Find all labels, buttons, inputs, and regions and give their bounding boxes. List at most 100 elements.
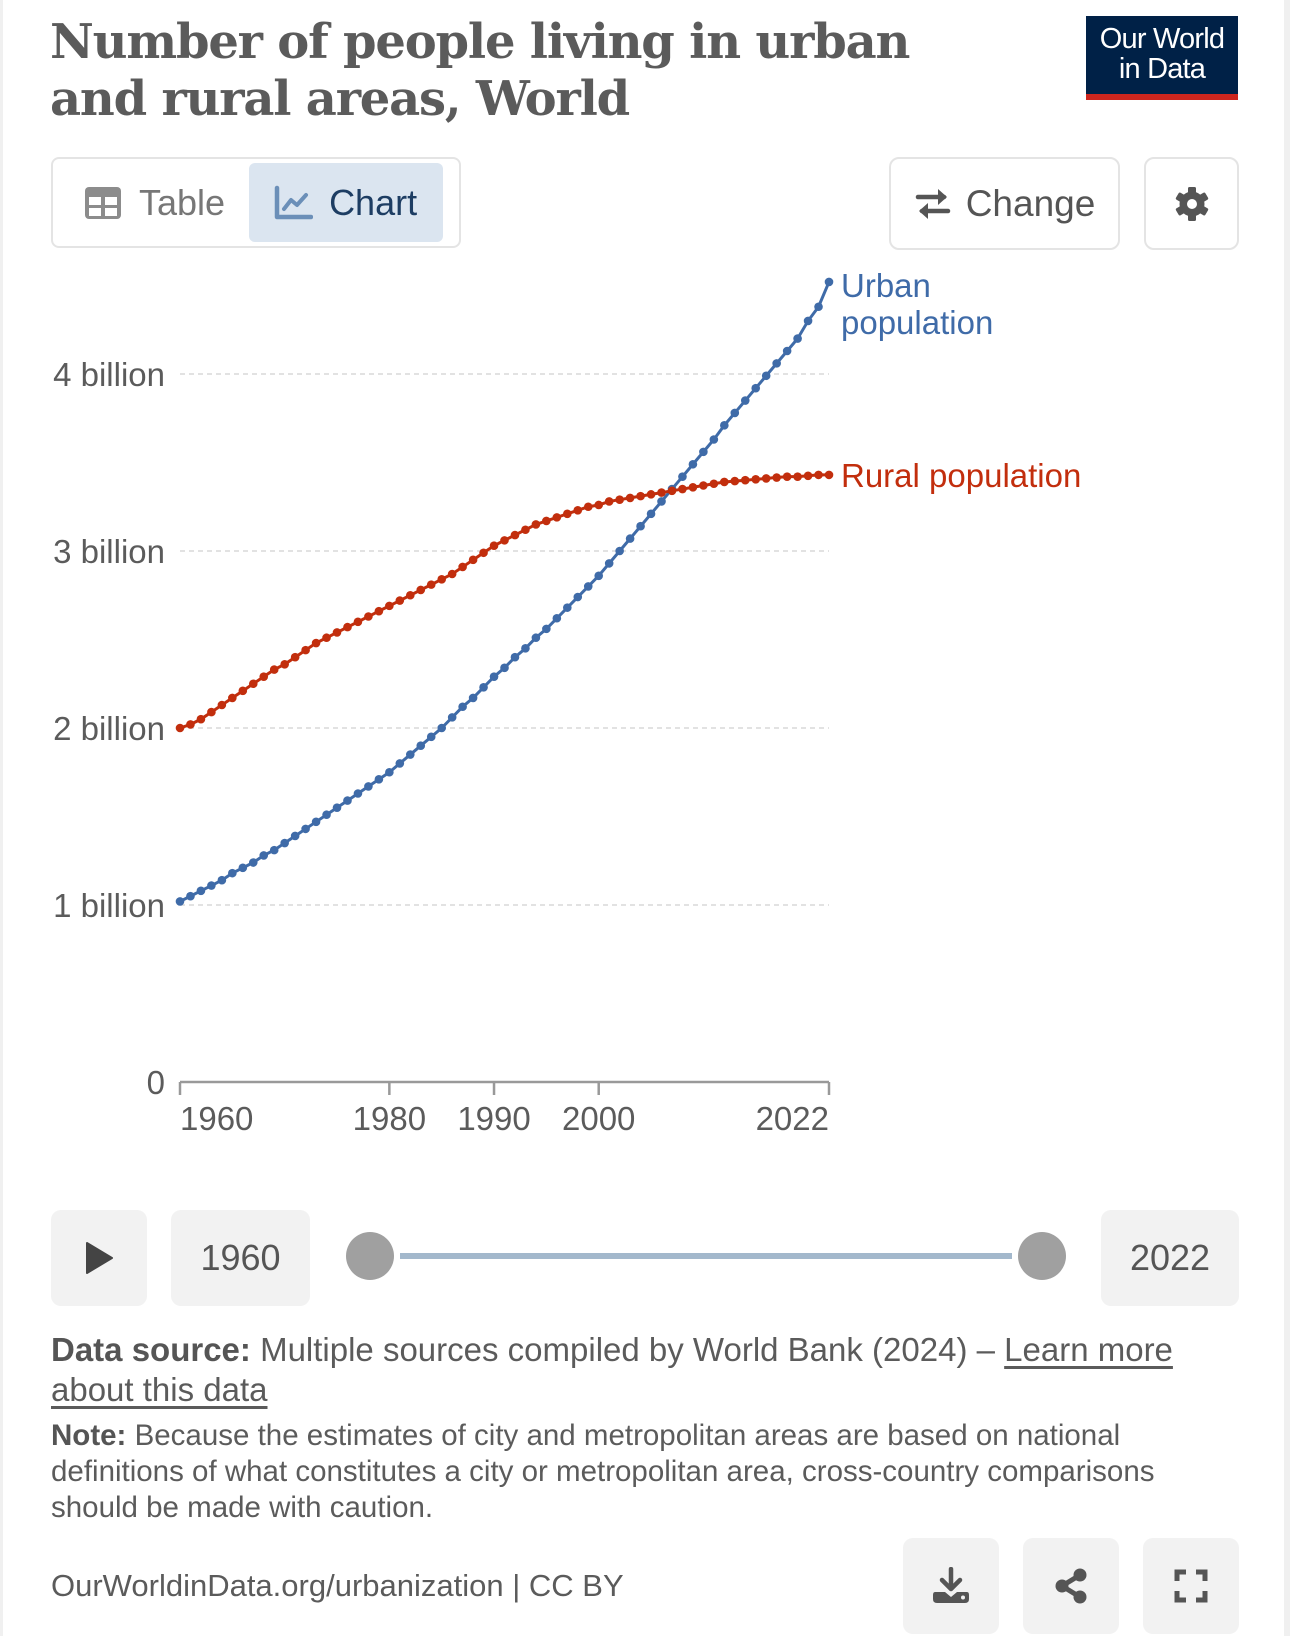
data-point[interactable]: [186, 720, 195, 729]
data-point[interactable]: [761, 474, 771, 483]
data-point[interactable]: [343, 622, 352, 632]
data-point[interactable]: [594, 571, 604, 581]
data-point[interactable]: [709, 479, 719, 489]
data-point[interactable]: [531, 633, 541, 643]
data-point[interactable]: [678, 484, 687, 494]
data-point[interactable]: [238, 686, 248, 696]
data-point[interactable]: [636, 491, 645, 501]
data-point[interactable]: [740, 475, 750, 485]
data-point[interactable]: [782, 472, 792, 481]
data-point[interactable]: [259, 672, 269, 681]
data-point[interactable]: [437, 723, 446, 733]
data-point[interactable]: [573, 592, 583, 602]
data-point[interactable]: [751, 475, 761, 484]
data-point[interactable]: [720, 477, 729, 487]
data-point[interactable]: [500, 663, 509, 673]
data-point[interactable]: [625, 534, 635, 543]
data-point[interactable]: [458, 562, 467, 572]
data-point[interactable]: [405, 750, 415, 759]
data-point[interactable]: [290, 652, 300, 662]
data-point[interactable]: [615, 495, 624, 504]
data-point[interactable]: [332, 803, 342, 812]
data-point[interactable]: [217, 875, 227, 885]
timeline-start-handle[interactable]: [346, 1232, 394, 1280]
urban-series-label[interactable]: Urban population: [841, 267, 993, 341]
data-point[interactable]: [730, 408, 740, 418]
data-point[interactable]: [217, 700, 227, 710]
data-point[interactable]: [542, 516, 551, 526]
data-point[interactable]: [364, 612, 373, 621]
download-button[interactable]: [903, 1538, 999, 1634]
data-point[interactable]: [751, 383, 761, 393]
data-point[interactable]: [458, 702, 467, 712]
data-point[interactable]: [353, 789, 363, 798]
data-point[interactable]: [688, 482, 698, 492]
tab-chart[interactable]: Chart: [249, 163, 444, 242]
data-point[interactable]: [510, 530, 520, 540]
data-point[interactable]: [761, 371, 771, 381]
data-point[interactable]: [604, 559, 614, 568]
data-point[interactable]: [814, 470, 823, 480]
data-point[interactable]: [657, 488, 666, 497]
data-point[interactable]: [678, 472, 687, 481]
data-point[interactable]: [426, 732, 436, 742]
series-line[interactable]: [179, 281, 831, 903]
data-point[interactable]: [573, 505, 583, 515]
data-point[interactable]: [238, 863, 248, 873]
data-point[interactable]: [646, 490, 656, 499]
data-point[interactable]: [196, 714, 206, 724]
data-point[interactable]: [803, 316, 813, 326]
data-point[interactable]: [657, 497, 666, 506]
data-point[interactable]: [207, 707, 216, 717]
data-point[interactable]: [416, 585, 426, 595]
data-point[interactable]: [709, 435, 719, 444]
data-point[interactable]: [552, 513, 562, 522]
data-point[interactable]: [290, 831, 300, 841]
data-point[interactable]: [186, 891, 195, 901]
data-point[interactable]: [353, 617, 363, 627]
data-point[interactable]: [563, 509, 572, 519]
data-point[interactable]: [437, 575, 446, 584]
data-point[interactable]: [301, 824, 310, 834]
tab-table[interactable]: Table: [57, 163, 249, 242]
data-point[interactable]: [248, 858, 258, 867]
timeline-slider-track[interactable]: [400, 1253, 1012, 1259]
data-point[interactable]: [447, 713, 457, 722]
data-point[interactable]: [343, 796, 352, 805]
data-point[interactable]: [207, 881, 216, 890]
data-point[interactable]: [228, 868, 237, 878]
share-button[interactable]: [1023, 1538, 1119, 1634]
data-point[interactable]: [563, 603, 572, 612]
data-point[interactable]: [740, 396, 750, 405]
data-point[interactable]: [248, 679, 258, 689]
data-point[interactable]: [615, 546, 624, 556]
data-point[interactable]: [447, 569, 457, 579]
data-point[interactable]: [196, 886, 206, 896]
data-point[interactable]: [772, 359, 781, 368]
data-point[interactable]: [594, 500, 604, 510]
data-point[interactable]: [322, 810, 331, 820]
data-point[interactable]: [583, 502, 593, 512]
data-point[interactable]: [636, 521, 645, 531]
data-point[interactable]: [175, 897, 185, 906]
data-point[interactable]: [542, 624, 551, 634]
data-point[interactable]: [416, 741, 426, 750]
data-point[interactable]: [468, 555, 478, 565]
data-point[interactable]: [583, 582, 593, 591]
data-point[interactable]: [814, 302, 823, 312]
data-point[interactable]: [521, 644, 530, 653]
data-point[interactable]: [720, 421, 729, 430]
data-point[interactable]: [824, 470, 834, 480]
data-point[interactable]: [772, 473, 781, 482]
data-point[interactable]: [374, 775, 384, 784]
end-year-box[interactable]: 2022: [1101, 1210, 1239, 1306]
data-point[interactable]: [322, 633, 331, 643]
data-point[interactable]: [489, 541, 499, 550]
fullscreen-button[interactable]: [1143, 1538, 1239, 1634]
data-point[interactable]: [405, 590, 415, 600]
data-point[interactable]: [782, 346, 792, 356]
data-point[interactable]: [175, 723, 185, 733]
data-point[interactable]: [500, 536, 509, 545]
data-point[interactable]: [646, 509, 656, 519]
data-point[interactable]: [280, 659, 289, 669]
